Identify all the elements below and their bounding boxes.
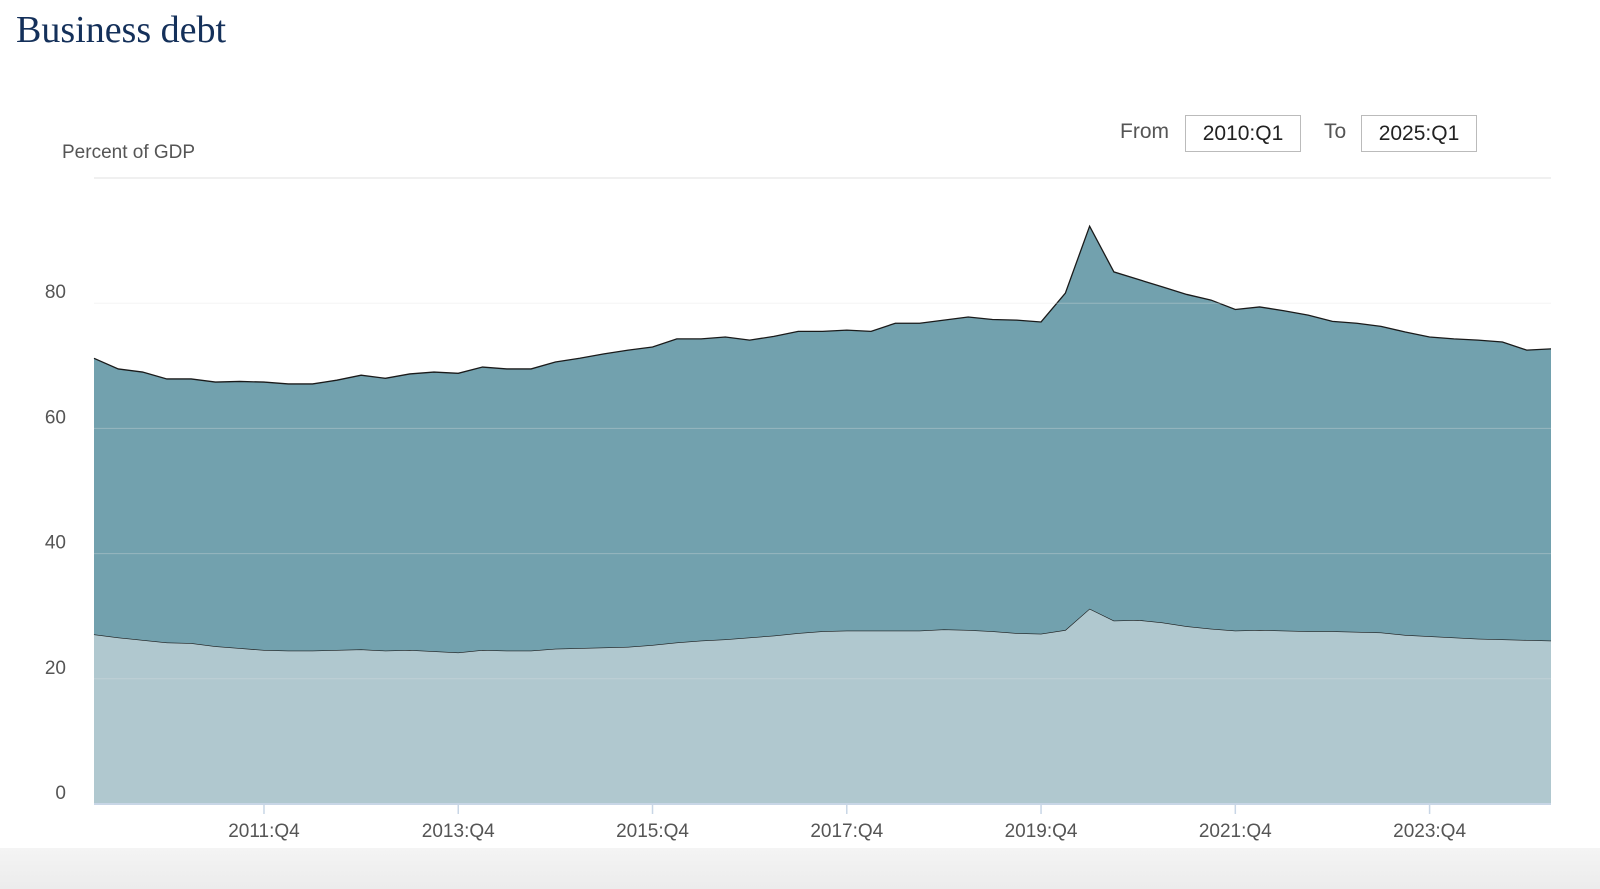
x-tick-label: 2021:Q4 — [1199, 821, 1272, 842]
y-tick-label: 60 — [45, 407, 66, 428]
from-input[interactable]: 2010:Q1 — [1185, 115, 1301, 152]
x-tick-label: 2019:Q4 — [1005, 821, 1078, 842]
to-label: To — [1324, 120, 1347, 143]
from-label: From — [1120, 120, 1169, 143]
y-tick-label: 20 — [45, 658, 66, 679]
x-tick-label: 2023:Q4 — [1393, 821, 1466, 842]
y-tick-label: 80 — [45, 282, 66, 303]
y-tick-label: 40 — [45, 533, 66, 554]
area-outline — [93, 224, 1552, 385]
y-tick-label: 0 — [55, 783, 66, 804]
x-tick-label: 2013:Q4 — [422, 821, 495, 842]
x-tick-label: 2015:Q4 — [616, 821, 689, 842]
y-axis-label: Percent of GDP — [62, 142, 195, 163]
area — [94, 608, 1551, 804]
to-input[interactable]: 2025:Q1 — [1361, 115, 1477, 152]
chart-title: Business debt — [16, 9, 227, 51]
x-tick-label: 2017:Q4 — [810, 821, 883, 842]
footer-band — [0, 848, 1600, 889]
area — [94, 226, 1551, 653]
x-tick-label: 2011:Q4 — [228, 821, 300, 842]
